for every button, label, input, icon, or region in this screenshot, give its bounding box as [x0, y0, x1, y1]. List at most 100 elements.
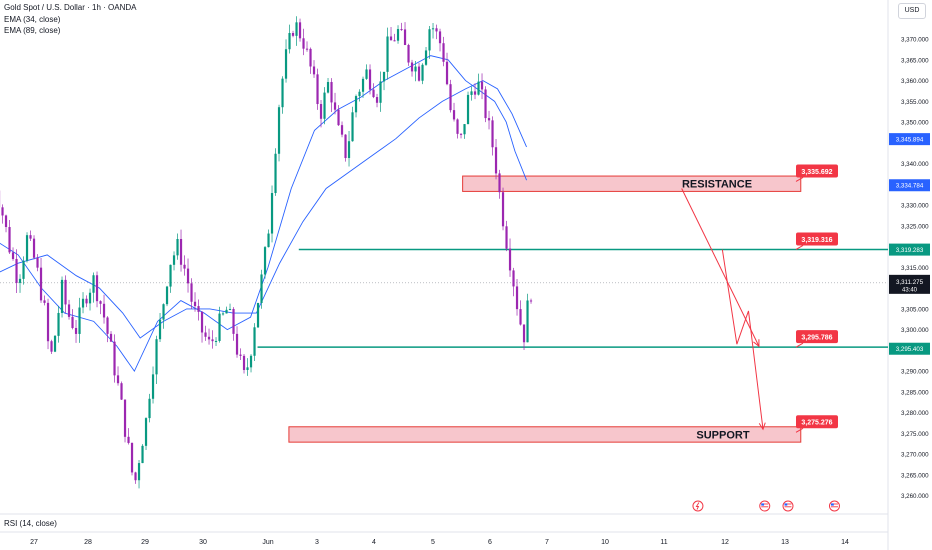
- y-tick-label: 3,305.000: [901, 306, 929, 313]
- candle-body: [162, 304, 165, 320]
- candle-body: [316, 74, 319, 105]
- y-tick-label: 3,365.000: [901, 57, 929, 64]
- candle-body: [88, 292, 92, 304]
- candle-body: [281, 78, 284, 108]
- candle-body: [151, 374, 155, 399]
- candle-body: [515, 286, 519, 310]
- candle-body: [396, 29, 400, 41]
- candle-body: [288, 33, 291, 50]
- arrow-head: [758, 422, 766, 431]
- rsi-legend[interactable]: RSI (14, close): [4, 519, 57, 528]
- candle-body: [274, 153, 277, 194]
- candle-body: [347, 141, 351, 159]
- candle-body: [375, 97, 379, 103]
- candle-body: [407, 44, 410, 63]
- ema-fast-legend[interactable]: EMA (34, close): [4, 15, 61, 24]
- x-tick-label: 5: [431, 539, 435, 546]
- candle-body: [445, 61, 449, 85]
- candle-body: [172, 255, 176, 265]
- last-price-tag: [889, 274, 930, 294]
- candle-body: [382, 71, 386, 82]
- candle-body: [18, 278, 22, 283]
- candle-body: [379, 81, 382, 103]
- candle-body: [277, 107, 281, 154]
- candle-body: [85, 298, 88, 304]
- event-icons: [692, 500, 840, 512]
- y-tick-label: 3,285.000: [901, 389, 929, 396]
- x-tick-label: 27: [30, 539, 38, 546]
- symbol-title[interactable]: Gold Spot / U.S. Dollar · 1h · OANDA: [4, 3, 137, 12]
- x-tick-label: 7: [545, 539, 549, 546]
- candle-body: [452, 110, 456, 120]
- candle-body: [176, 238, 179, 256]
- ema-slow-legend[interactable]: EMA (89, close): [4, 26, 61, 35]
- candle-body: [190, 283, 193, 302]
- candle-body: [60, 279, 64, 313]
- projection-arrows: [681, 188, 766, 431]
- candle-body: [312, 66, 316, 75]
- y-tick-label: 3,270.000: [901, 452, 929, 459]
- candle-body: [505, 226, 508, 249]
- last-price-label: 3,311.275: [896, 279, 924, 286]
- candle-body: [1, 207, 4, 216]
- flag-canton: [761, 503, 765, 506]
- candle-body: [200, 311, 204, 333]
- callout-box: [796, 164, 838, 178]
- currency-button[interactable]: USD: [898, 3, 926, 19]
- time-axis: 27 28 29 30 Jun 3 4 5 6 7 10 11 12 13 14: [30, 539, 849, 546]
- candle-body: [470, 91, 473, 95]
- y-tick-label: 3,350.000: [901, 120, 929, 127]
- candle-body: [43, 300, 46, 303]
- x-tick-label: 3: [315, 539, 319, 546]
- y-tick-label: 3,275.000: [901, 431, 929, 438]
- candle-body: [197, 306, 200, 312]
- candle-body: [193, 301, 197, 307]
- candle-body: [491, 120, 494, 148]
- y-tick-label: 3,300.000: [901, 327, 929, 334]
- candle-body: [494, 147, 498, 174]
- y-tick-label: 3,330.000: [901, 203, 929, 210]
- candle-body: [25, 235, 29, 261]
- candle-body: [130, 442, 134, 473]
- candle-body: [410, 62, 414, 72]
- candle-body: [428, 29, 431, 51]
- flag-icon: [828, 500, 840, 512]
- candle-body: [46, 302, 50, 342]
- x-tick-label: 14: [841, 539, 849, 546]
- candle-body: [344, 134, 347, 159]
- candle-body: [526, 300, 529, 343]
- horizontal-levels: [257, 248, 888, 348]
- candle-body: [529, 300, 533, 302]
- candle-body: [393, 40, 396, 42]
- flag-icon: [782, 500, 794, 512]
- candle-body: [95, 275, 99, 302]
- candle-body: [323, 92, 326, 119]
- candle-body: [211, 339, 214, 342]
- candle-body: [127, 436, 130, 443]
- candle-body: [225, 309, 228, 314]
- candle-body: [260, 274, 263, 304]
- level-callouts: 3,335.692 3,319.316 3,295.786 3,275.276: [795, 164, 838, 433]
- arrow-line: [681, 188, 760, 347]
- y-tick-label: 3,355.000: [901, 99, 929, 106]
- candle-body: [36, 257, 39, 268]
- candle-body: [358, 91, 361, 97]
- callout-box: [796, 232, 838, 246]
- candle-body: [29, 235, 32, 239]
- y-tick-label: 3,325.000: [901, 223, 929, 230]
- candle-body: [39, 267, 43, 301]
- candle-body: [466, 94, 470, 125]
- candle-body: [267, 233, 270, 248]
- price-tag-label: 3,319.283: [896, 247, 924, 254]
- callout-box: [796, 415, 838, 429]
- candle-body: [389, 36, 393, 41]
- candle-body: [330, 82, 333, 103]
- y-tick-label: 3,290.000: [901, 369, 929, 376]
- flag-canton: [830, 503, 834, 506]
- callout-leader: [795, 177, 804, 182]
- candle-body: [120, 383, 123, 400]
- candle-body: [102, 303, 106, 318]
- candle-body: [155, 339, 158, 375]
- candle-body: [449, 84, 452, 111]
